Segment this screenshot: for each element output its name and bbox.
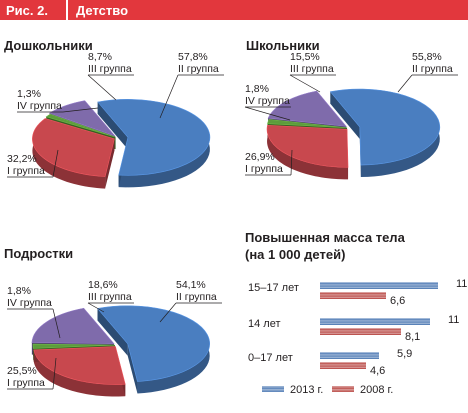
bar-value-label: 8,1 <box>405 331 420 343</box>
leader-line <box>52 308 61 339</box>
leader-line <box>159 74 179 119</box>
pie-label-4: 15,5%III группа <box>289 51 336 93</box>
leader-line <box>244 106 291 121</box>
pie-pct-label: 26,9% <box>245 151 275 163</box>
pie-group-label: II группа <box>412 63 453 75</box>
pie-pct-label: 55,8% <box>412 51 442 63</box>
pie-label-3: 1,8%IV группа <box>7 285 61 339</box>
pie-slice-1 <box>97 99 211 188</box>
pie-group-label: II группа <box>178 63 219 75</box>
pie-label-1: 57,8%II группа <box>159 51 224 119</box>
pie-pct-label: 57,8% <box>178 51 208 63</box>
leader-line <box>62 107 99 113</box>
leader-line <box>397 74 413 93</box>
pie-pct-label: 8,7% <box>88 51 112 63</box>
category-label: 0–17 лет <box>248 352 293 364</box>
bar-chart-title-line2: (на 1 000 детей) <box>245 247 346 262</box>
pie-label-2: 32,2%I группа <box>7 149 59 178</box>
pie-label-2: 26,9%I группа <box>245 149 293 176</box>
pie-group-label: III группа <box>88 291 132 303</box>
bar <box>320 328 401 335</box>
pie-label-4: 18,6%III группа <box>87 279 134 313</box>
figure-header: Рис. 2. Детство <box>0 0 468 20</box>
schoolchildren-chart-title: Школьники <box>246 38 320 53</box>
pie-pct-label: 18,6% <box>88 279 118 291</box>
leader-line <box>87 302 105 313</box>
pie-chart-0: 57,8%II группа 32,2%I группа 1,3%IV группа… <box>7 51 224 189</box>
pie-group-label: I группа <box>7 377 45 389</box>
pie-pct-label: 1,3% <box>17 88 41 100</box>
pie-chart-1: 55,8%II группа 26,9%I группа 1,8%IV группа… <box>244 51 458 180</box>
bar-chart: 15–17 лет 11,8 6,6 14 лет 11 8,1 0–17 лет 5,9 4,… <box>248 278 468 396</box>
bar <box>262 386 284 392</box>
pie-label-1: 54,1%II группа <box>159 279 222 323</box>
pie-pct-label: 1,8% <box>7 285 31 297</box>
pie-group-label: III группа <box>88 63 132 75</box>
pie-group-label: I группа <box>245 163 283 175</box>
pie-label-3: 1,8%IV группа <box>244 83 291 121</box>
teenagers-chart-title: Подростки <box>4 246 74 261</box>
bar <box>320 292 386 299</box>
pie-pct-label: 1,8% <box>245 83 269 95</box>
pie-group-label: II группа <box>176 291 217 303</box>
pie-pct-label: 25,5% <box>7 365 37 377</box>
header-divider <box>66 0 68 20</box>
pie-group-label: IV группа <box>245 95 290 107</box>
bar <box>320 318 430 325</box>
pie-label-2: 25,5%I группа <box>7 357 57 390</box>
pie-group-label: I группа <box>7 165 45 177</box>
bar <box>320 362 366 369</box>
bar <box>320 282 438 289</box>
bar-legend: 2013 г. 2008 г. <box>262 384 393 396</box>
pie-slice-2 <box>266 124 349 180</box>
leader-line <box>290 149 293 176</box>
legend-label: 2008 г. <box>360 384 393 396</box>
pie-pct-label: 32,2% <box>7 153 37 165</box>
bar-value-label: 6,6 <box>390 295 405 307</box>
pie-pct-label: 15,5% <box>290 51 320 63</box>
bar-value-label: 11,8 <box>456 278 468 290</box>
pie-slice-2 <box>33 346 126 397</box>
leader-line <box>87 74 117 101</box>
pie-slice-1 <box>329 88 441 178</box>
leader-line <box>52 149 59 178</box>
legend-item: 2008 г. <box>332 384 393 396</box>
bar-value-label: 4,6 <box>370 365 385 377</box>
pie-group-label: IV группа <box>7 297 52 309</box>
pie-chart-2: 54,1%II группа 25,5%I группа 1,8%IV группа… <box>7 279 222 397</box>
pie-slice-1 <box>96 305 210 394</box>
leader-line <box>52 357 57 390</box>
leader-line <box>289 74 321 93</box>
pie-label-1: 55,8%II группа <box>397 51 458 93</box>
figure-number: Рис. 2. <box>6 2 48 18</box>
bar-chart-title-line1: Повышенная масса тела <box>245 230 405 245</box>
bar <box>332 386 354 392</box>
figure-title: Детство <box>76 2 129 18</box>
bar-value-label: 5,9 <box>397 348 412 360</box>
category-label: 14 лет <box>248 318 281 330</box>
pie-group-label: III группа <box>290 63 334 75</box>
bar <box>320 352 379 359</box>
legend-label: 2013 г. <box>290 384 323 396</box>
bar-value-label: 11 <box>448 314 459 326</box>
category-label: 15–17 лет <box>248 282 299 294</box>
pie-pct-label: 54,1% <box>176 279 206 291</box>
pie-group-label: IV группа <box>17 100 62 112</box>
pie-label-4: 8,7%III группа <box>87 51 134 101</box>
pie-slice-2 <box>32 118 115 189</box>
pie-label-3: 1,3%IV группа <box>17 88 99 113</box>
leader-line <box>159 302 177 323</box>
legend-item: 2013 г. <box>262 384 323 396</box>
preschool-chart-title: Дошкольники <box>4 38 93 53</box>
